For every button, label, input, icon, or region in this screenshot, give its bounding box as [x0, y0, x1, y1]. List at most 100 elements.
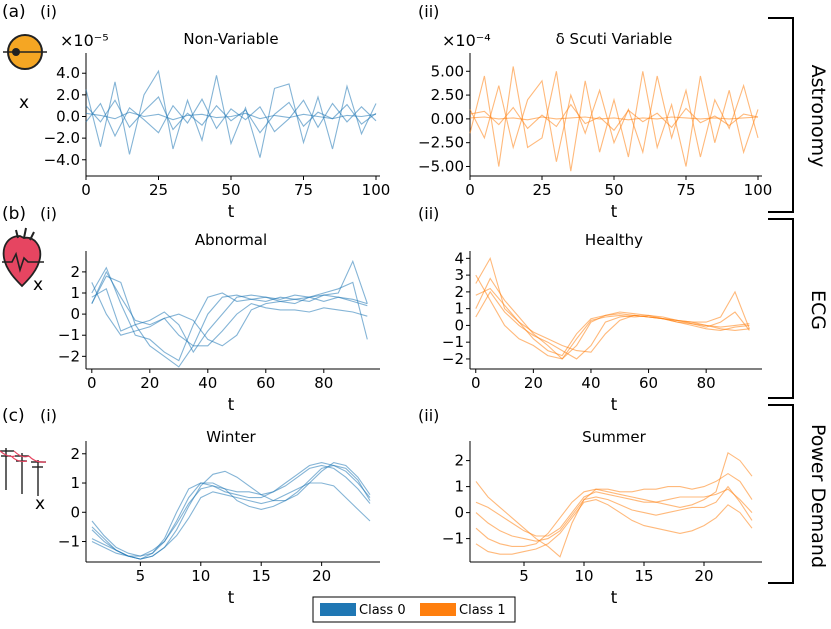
x-tick-label: 5 [136, 567, 146, 585]
series-line-4 [91, 259, 368, 347]
x-tick-label: 15 [634, 567, 653, 585]
panel-title: Non-Variable [183, 30, 278, 48]
row-c-letter: (c) [2, 406, 25, 426]
panel-2: 2 1 0 −1 −2 0 20 40 60 80 Abnormal (i) t x [33, 204, 380, 415]
domain-label-astronomy: Astronomy [807, 65, 829, 168]
series-line-4 [475, 485, 753, 542]
series-line-3 [469, 116, 759, 121]
panel-title: Abnormal [195, 231, 267, 249]
domain-bracket-astronomy [768, 17, 794, 213]
x-tick-label: 20 [694, 567, 713, 585]
y-tick-label: −1 [442, 333, 464, 351]
domain-label-ecg: ECG [807, 290, 829, 330]
x-axis-label: t [228, 395, 235, 415]
y-tick-label: −4.0 [44, 151, 80, 169]
series-line-0 [91, 464, 371, 560]
panel-title: δ Scuti Variable [556, 30, 673, 48]
legend-swatch-class0 [320, 603, 356, 616]
domain-label-power: Power Demand [807, 424, 829, 568]
panel-number: (i) [40, 204, 57, 223]
legend-label-class1: Class 1 [459, 603, 506, 618]
series-line-0 [469, 75, 759, 162]
y-tick-label: −2.50 [418, 134, 464, 152]
series-line-0 [91, 266, 368, 362]
y-tick-label: 2 [70, 263, 80, 281]
y-tick-label: −1 [58, 533, 80, 551]
power-pylon-icon [0, 448, 47, 496]
x-axis-label: t [611, 202, 618, 222]
x-tick-label: 50 [221, 181, 240, 199]
x-tick-label: 80 [314, 374, 333, 392]
y-tick-label: 2 [70, 445, 80, 463]
row-b-letter: (b) [2, 204, 26, 224]
legend-swatch-class1 [420, 603, 456, 616]
heart-icon [2, 227, 44, 288]
domain-bracket-ecg [768, 218, 794, 399]
y-tick-label: 4.0 [56, 64, 80, 82]
y-tick-label: 0.00 [431, 110, 464, 128]
x-tick-label: 100 [362, 181, 391, 199]
x-tick-label: 10 [574, 567, 593, 585]
x-tick-label: 20 [312, 567, 331, 585]
x-tick-label: 25 [149, 181, 168, 199]
y-tick-label: 1 [454, 478, 464, 496]
series-line-2 [91, 282, 368, 347]
y-tick-label: −2 [442, 350, 464, 368]
x-axis-label: t [611, 588, 618, 608]
x-axis-label: t [228, 202, 235, 222]
y-tick-label: 0 [70, 305, 80, 323]
x-tick-label: 100 [744, 181, 773, 199]
x-tick-label: 15 [252, 567, 271, 585]
x-tick-label: 60 [639, 374, 658, 392]
x-tick-label: 75 [676, 181, 695, 199]
y-tick-label: −2.0 [44, 129, 80, 147]
series-line-0 [475, 256, 750, 357]
series-line-0 [475, 451, 753, 558]
x-tick-label: 0 [87, 374, 97, 392]
series-line-3 [91, 482, 371, 560]
y-tick-label: −2 [58, 347, 80, 365]
y-tick-label: 1 [70, 474, 80, 492]
y-tick-label: 1 [70, 284, 80, 302]
y-tick-label: 3 [454, 266, 464, 284]
y-tick-label: 2.50 [431, 86, 464, 104]
series-line-1 [91, 275, 368, 368]
x-tick-label: 80 [697, 374, 716, 392]
y-tick-label: 0 [454, 504, 464, 522]
x-tick-label: 20 [524, 374, 543, 392]
x-tick-label: 50 [604, 181, 623, 199]
axis-exponent-label: ×10⁻⁵ [60, 31, 109, 50]
y-tick-label: 2 [454, 452, 464, 470]
y-tick-label: −1 [58, 326, 80, 344]
series-line-4 [475, 287, 750, 353]
y-tick-label: 2.0 [56, 86, 80, 104]
y-tick-label: 5.00 [431, 62, 464, 80]
y-axis-label: x [19, 93, 29, 113]
panel-number: (ii) [418, 204, 439, 223]
y-axis-label: x [33, 275, 43, 295]
series-line-1 [91, 462, 371, 557]
y-tick-label: 2 [454, 283, 464, 301]
y-tick-label: 0 [70, 503, 80, 521]
axis-exponent-label: ×10⁻⁴ [442, 31, 491, 50]
y-tick-label: 4 [454, 249, 464, 267]
series-line-2 [85, 69, 377, 158]
panel-number: (i) [40, 406, 57, 425]
panel-1: 5.00 2.50 0.00 −2.50 −5.000 25 50 75 100 δ Scuti … [418, 2, 772, 222]
series-line-2 [475, 488, 753, 537]
panel-number: (ii) [418, 406, 439, 425]
y-axis-label: x [35, 494, 45, 514]
row-a-letter: (a) [2, 2, 26, 22]
legend: Class 0 Class 1 [312, 596, 516, 623]
series-line-1 [475, 472, 753, 547]
series-line-3 [475, 499, 753, 555]
series-line-1 [85, 98, 377, 138]
x-axis-label: t [611, 395, 618, 415]
y-tick-label: 0.0 [56, 108, 80, 126]
series-line-1 [475, 277, 750, 360]
y-tick-label: 0 [454, 316, 464, 334]
panel-0: 4.0 2.0 0.0 −2.0 −4.00 25 50 75 100 Non-Variable (… [19, 2, 390, 222]
legend-label-class0: Class 0 [359, 603, 406, 618]
